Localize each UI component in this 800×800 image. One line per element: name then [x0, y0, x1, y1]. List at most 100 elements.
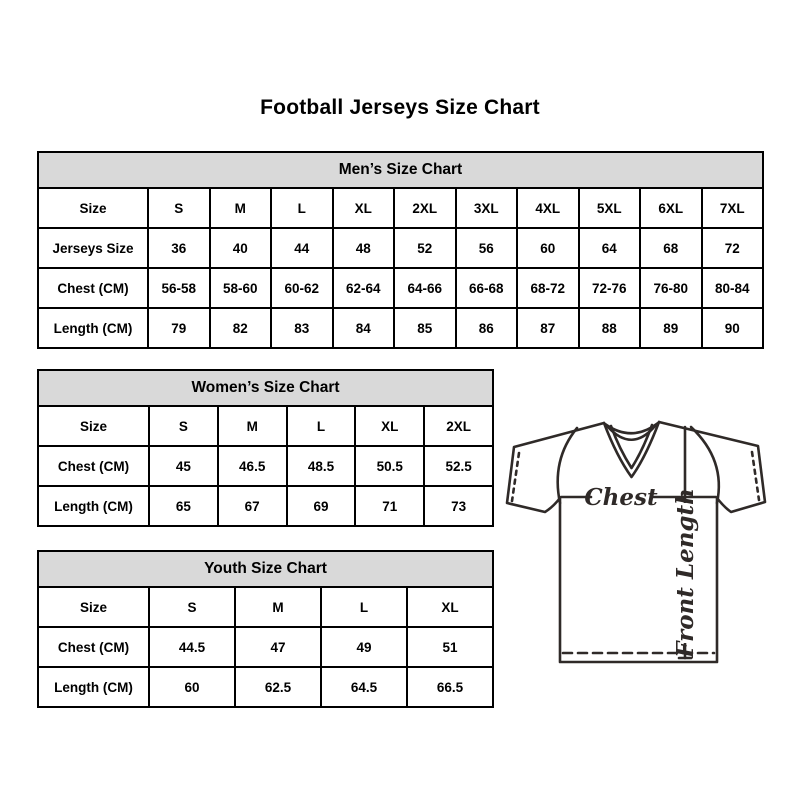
youth-row-label: Size — [37, 586, 150, 628]
jersey-measurement-diagram: Chest Front Length — [505, 420, 767, 664]
men-row-label: Length (CM) — [37, 307, 149, 349]
men-cell: 60 — [516, 227, 580, 269]
men-cell: XL — [331, 187, 395, 229]
women-cell: XL — [354, 405, 426, 447]
youth-cell: 64.5 — [320, 666, 408, 708]
men-cell: 88 — [577, 307, 641, 349]
women-cell: 50.5 — [354, 445, 426, 487]
table-row: Size S M L XL — [37, 586, 495, 628]
men-cell: 52 — [393, 227, 457, 269]
men-cell: 56-58 — [147, 267, 211, 309]
youth-cell: 49 — [320, 626, 408, 668]
left-sleeve-seam — [556, 426, 579, 505]
front-length-label: Front Length — [672, 488, 699, 659]
men-cell: 80-84 — [700, 267, 764, 309]
women-cell: L — [285, 405, 357, 447]
womens-size-chart-table: Women’s Size Chart Size S M L XL 2XL Chest (CM)… — [36, 369, 495, 527]
men-row-label: Size — [37, 187, 149, 229]
women-cell: 69 — [285, 485, 357, 527]
men-cell: 40 — [208, 227, 272, 269]
men-cell: 48 — [331, 227, 395, 269]
men-cell: 68 — [639, 227, 703, 269]
youth-row-label: Length (CM) — [37, 666, 150, 708]
men-cell: 89 — [639, 307, 703, 349]
table-row: Length (CM) 65 67 69 71 73 — [37, 485, 495, 527]
women-cell: 65 — [148, 485, 219, 527]
men-cell: 82 — [208, 307, 272, 349]
women-row-label: Chest (CM) — [37, 445, 150, 487]
men-cell: 76-80 — [639, 267, 703, 309]
men-cell: 72 — [700, 227, 764, 269]
jersey-outline — [505, 420, 767, 664]
women-cell: 45 — [148, 445, 219, 487]
men-cell: 56 — [454, 227, 518, 269]
men-cell: 36 — [147, 227, 211, 269]
youth-cell: L — [320, 586, 408, 628]
table-row: Length (CM) 79 82 83 84 85 86 87 88 89 90 — [37, 307, 764, 349]
men-cell: 68-72 — [516, 267, 580, 309]
men-cell: 5XL — [577, 187, 641, 229]
women-cell: M — [216, 405, 288, 447]
page-title: Football Jerseys Size Chart — [260, 96, 540, 119]
women-table-header-row: Women’s Size Chart — [36, 369, 495, 407]
women-cell: 73 — [423, 485, 495, 527]
women-cell: 52.5 — [423, 445, 495, 487]
table-row: Chest (CM) 45 46.5 48.5 50.5 52.5 — [37, 445, 495, 487]
women-cell: 67 — [216, 485, 288, 527]
men-cell: 2XL — [393, 187, 457, 229]
men-cell: 60-62 — [270, 267, 334, 309]
men-cell: 7XL — [700, 187, 764, 229]
men-cell: 6XL — [639, 187, 703, 229]
right-cuff-dashed-line — [750, 450, 761, 502]
table-row: Chest (CM) 56-58 58-60 60-62 62-64 64-66 66-68… — [37, 267, 764, 309]
youth-cell: 44.5 — [148, 626, 236, 668]
youth-row-label: Chest (CM) — [37, 626, 150, 668]
youth-cell: M — [234, 586, 322, 628]
youth-cell: S — [148, 586, 236, 628]
youth-table-header-row: Youth Size Chart — [36, 550, 495, 588]
men-table-header-row: Men’s Size Chart — [37, 151, 764, 189]
youth-table-title: Youth Size Chart — [36, 550, 495, 588]
men-cell: 86 — [454, 307, 518, 349]
youth-cell: 62.5 — [234, 666, 322, 708]
men-cell: 79 — [147, 307, 211, 349]
collar-v-inner — [609, 423, 654, 470]
table-row: Jerseys Size 36 40 44 48 52 56 60 64 68 72 — [37, 227, 764, 269]
men-cell: L — [270, 187, 334, 229]
youth-cell: XL — [405, 586, 495, 628]
right-sleeve-seam — [689, 425, 721, 505]
men-cell: 83 — [270, 307, 334, 349]
women-table-title: Women’s Size Chart — [36, 369, 495, 407]
youth-cell: 66.5 — [405, 666, 495, 708]
men-cell: 64 — [577, 227, 641, 269]
chest-label: Chest — [584, 484, 658, 511]
table-row: Chest (CM) 44.5 47 49 51 — [37, 626, 495, 668]
men-row-label: Jerseys Size — [37, 227, 149, 269]
men-cell: 58-60 — [208, 267, 272, 309]
women-cell: 71 — [354, 485, 426, 527]
women-cell: 2XL — [423, 405, 495, 447]
youth-cell: 47 — [234, 626, 322, 668]
mens-size-chart-table: Men’s Size Chart Size S M L XL 2XL 3XL 4XL 5XL 6XL… — [37, 151, 764, 349]
table-row: Length (CM) 60 62.5 64.5 66.5 — [37, 666, 495, 708]
women-cell: 46.5 — [216, 445, 288, 487]
men-cell: M — [208, 187, 272, 229]
front-length-label-backdrop — [672, 503, 699, 643]
men-row-label: Chest (CM) — [37, 267, 149, 309]
men-cell: 62-64 — [331, 267, 395, 309]
youth-cell: 51 — [405, 626, 495, 668]
men-cell: 87 — [516, 307, 580, 349]
men-cell: 64-66 — [393, 267, 457, 309]
women-cell: 48.5 — [285, 445, 357, 487]
left-cuff-dashed-line — [510, 451, 521, 503]
men-cell: 90 — [700, 307, 764, 349]
men-cell: 72-76 — [577, 267, 641, 309]
table-row: Size S M L XL 2XL 3XL 4XL 5XL 6XL 7XL — [37, 187, 764, 229]
men-cell: 4XL — [516, 187, 580, 229]
men-cell: S — [147, 187, 211, 229]
women-row-label: Length (CM) — [37, 485, 150, 527]
men-cell: 3XL — [454, 187, 518, 229]
youth-cell: 60 — [148, 666, 236, 708]
men-table-title: Men’s Size Chart — [37, 151, 764, 189]
